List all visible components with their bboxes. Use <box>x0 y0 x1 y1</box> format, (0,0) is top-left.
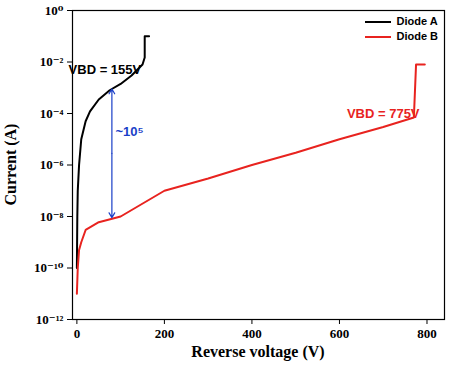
svg-text:10⁻¹²: 10⁻¹² <box>36 312 64 327</box>
svg-text:600: 600 <box>330 326 350 341</box>
html-text:Diode B: Diode B <box>396 30 438 42</box>
svg-text:10⁰: 10⁰ <box>45 3 64 18</box>
svg-text:800: 800 <box>417 326 437 341</box>
svg-text:200: 200 <box>155 326 175 341</box>
svg-text:10⁻¹⁰: 10⁻¹⁰ <box>34 260 64 275</box>
svg-text:10⁻⁸: 10⁻⁸ <box>40 209 64 224</box>
html-text:Diode A: Diode A <box>396 15 438 27</box>
svg-text:10⁻⁴: 10⁻⁴ <box>40 106 64 121</box>
svg-text:10⁻⁶: 10⁻⁶ <box>40 157 64 172</box>
svg-text:VBD = 775V: VBD = 775V <box>347 106 420 121</box>
svg-text:VBD = 155V: VBD = 155V <box>69 62 142 77</box>
svg-text:Current (A): Current (A) <box>2 124 20 206</box>
svg-text:Reverse voltage (V): Reverse voltage (V) <box>191 343 324 361</box>
svg-text:~10⁵: ~10⁵ <box>115 124 143 139</box>
svg-text:400: 400 <box>242 326 262 341</box>
svg-text:0: 0 <box>74 326 81 341</box>
svg-text:10⁻²: 10⁻² <box>40 54 64 69</box>
